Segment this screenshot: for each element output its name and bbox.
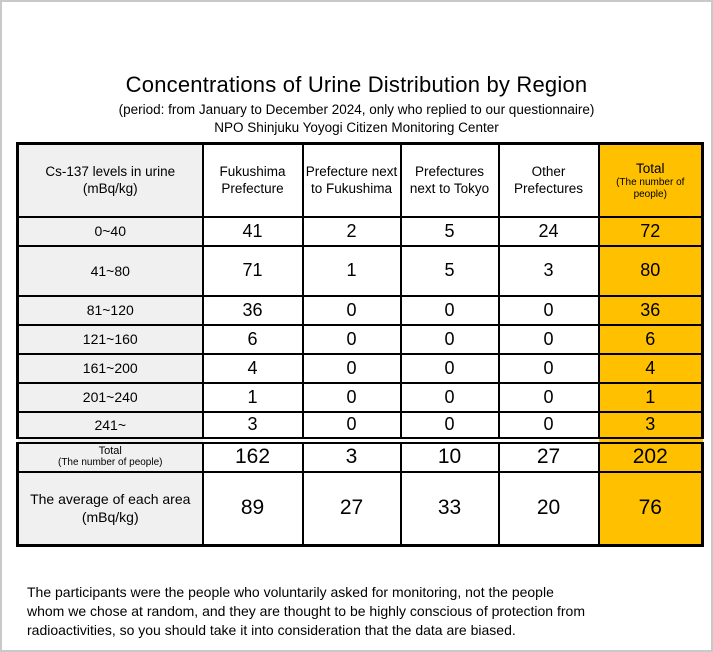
distribution-table: Cs-137 levels in urine (mBq/kg) Fukushim… (16, 142, 704, 547)
data-cell: 10 (399, 437, 500, 473)
total-cell: 6 (597, 323, 704, 355)
data-cell: 36 (201, 294, 304, 326)
grand-total-cell: 202 (597, 437, 704, 473)
data-cell: 24 (497, 215, 600, 247)
footer-line: whom we chose at random, and they are th… (27, 603, 585, 619)
row-label-cell: 241~ (16, 410, 204, 442)
data-cell: 71 (201, 244, 304, 297)
corner-header-line1: Cs-137 levels in urine (45, 164, 176, 180)
data-cell: 0 (301, 323, 402, 355)
row-label-cell: 81~120 (16, 294, 204, 326)
data-cell: 0 (301, 410, 402, 442)
data-cell: 89 (201, 470, 304, 547)
column-header-fukushima: Fukushima Prefecture (201, 142, 304, 218)
data-cell: 162 (201, 437, 304, 473)
average-row-label-cell: The average of each area (mBq/kg) (16, 470, 204, 547)
data-cell: 20 (497, 470, 600, 547)
page-subtitle: (period: from January to December 2024, … (118, 102, 595, 117)
table-row: 0~40 41 2 5 24 72 (16, 215, 704, 247)
data-cell: 33 (399, 470, 500, 547)
data-cell: 6 (201, 323, 304, 355)
table-row: 201~240 1 0 0 0 1 (16, 381, 704, 413)
data-cell: 0 (301, 381, 402, 413)
row-label-cell: 201~240 (16, 381, 204, 413)
average-total-cell: 76 (597, 470, 704, 547)
column-header-other: Other Prefectures (497, 142, 600, 218)
table-row: 41~80 71 1 5 3 80 (16, 244, 704, 297)
total-row-label-cell: Total (The number of people) (16, 437, 204, 473)
data-cell: 0 (399, 294, 500, 326)
data-cell: 0 (497, 410, 600, 442)
data-cell: 0 (399, 381, 500, 413)
total-cell: 36 (597, 294, 704, 326)
data-cell: 3 (301, 437, 402, 473)
data-cell: 27 (301, 470, 402, 547)
data-cell: 1 (301, 244, 402, 297)
total-row-sublabel: (The number of people) (57, 457, 163, 469)
organization-name: NPO Shinjuku Yoyogi Citizen Monitoring C… (214, 120, 499, 135)
row-label-cell: 121~160 (16, 323, 204, 355)
data-cell: 5 (399, 215, 500, 247)
data-cell: 0 (399, 352, 500, 384)
data-cell: 0 (497, 294, 600, 326)
table-row: 161~200 4 0 0 0 4 (16, 352, 704, 384)
data-cell: 0 (301, 352, 402, 384)
data-cell: 3 (201, 410, 304, 442)
data-cell: 1 (201, 381, 304, 413)
data-cell: 27 (497, 437, 600, 473)
corner-header-line2: (mBq/kg) (82, 181, 138, 197)
total-row: Total (The number of people) 162 3 10 27… (16, 437, 704, 473)
footer-note: The participants were the people who vol… (27, 583, 687, 640)
data-cell: 0 (399, 410, 500, 442)
column-header-next-to-tokyo: Prefectures next to Tokyo (399, 142, 500, 218)
total-row-label: Total (98, 445, 122, 458)
data-cell: 3 (497, 244, 600, 297)
average-row: The average of each area (mBq/kg) 89 27 … (16, 470, 704, 547)
total-cell: 1 (597, 381, 704, 413)
footer-line: radioactivities, so you should take it i… (27, 622, 516, 638)
column-header-total: Total (The number of people) (597, 142, 704, 218)
data-cell: 0 (399, 323, 500, 355)
data-cell: 0 (301, 294, 402, 326)
data-cell: 4 (201, 352, 304, 384)
data-cell: 5 (399, 244, 500, 297)
column-header-next-to-fukushima: Prefecture next to Fukushima (301, 142, 402, 218)
row-label-cell: 41~80 (16, 244, 204, 297)
average-row-label-line1: The average of each area (30, 491, 191, 508)
data-cell: 0 (497, 352, 600, 384)
total-cell: 3 (597, 410, 704, 442)
average-row-label-line2: (mBq/kg) (81, 509, 139, 526)
total-header-sublabel: (The number of people) (616, 176, 685, 200)
total-header-label: Total (635, 160, 665, 176)
data-cell: 0 (497, 323, 600, 355)
table-row: 81~120 36 0 0 0 36 (16, 294, 704, 326)
header-row: Cs-137 levels in urine (mBq/kg) Fukushim… (16, 142, 704, 218)
total-cell: 80 (597, 244, 704, 297)
row-label-cell: 161~200 (16, 352, 204, 384)
table-row: 121~160 6 0 0 0 6 (16, 323, 704, 355)
total-cell: 72 (597, 215, 704, 247)
data-cell: 0 (497, 381, 600, 413)
total-cell: 4 (597, 352, 704, 384)
corner-header-cell: Cs-137 levels in urine (mBq/kg) (16, 142, 204, 218)
data-cell: 2 (301, 215, 402, 247)
page-title: Concentrations of Urine Distribution by … (125, 72, 588, 97)
table-row: 241~ 3 0 0 0 3 (16, 410, 704, 442)
footer-line: The participants were the people who vol… (27, 584, 554, 600)
data-cell: 41 (201, 215, 304, 247)
row-label-cell: 0~40 (16, 215, 204, 247)
